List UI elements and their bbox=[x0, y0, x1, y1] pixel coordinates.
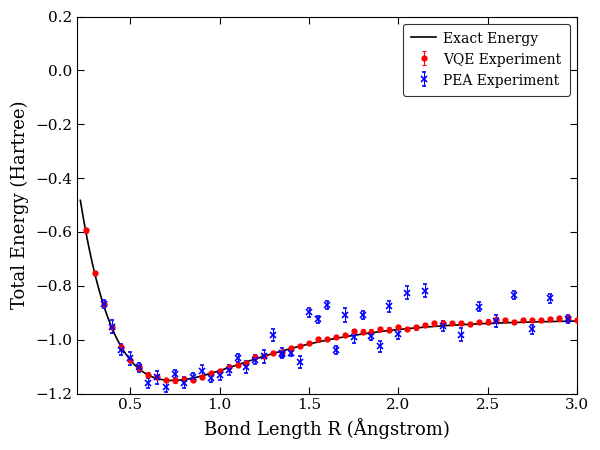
Exact Energy bbox=[127, 358, 134, 364]
Exact Energy bbox=[473, 321, 481, 327]
Line: Exact Energy: Exact Energy bbox=[80, 200, 577, 381]
X-axis label: Bond Length R (Ångstrom): Bond Length R (Ångstrom) bbox=[204, 418, 450, 439]
Exact Energy bbox=[418, 325, 425, 330]
Exact Energy bbox=[296, 344, 303, 349]
Y-axis label: Total Energy (Hartree): Total Energy (Hartree) bbox=[11, 101, 29, 309]
Exact Energy bbox=[77, 198, 84, 203]
Exact Energy bbox=[573, 318, 580, 324]
Exact Energy bbox=[464, 322, 472, 327]
Exact Energy bbox=[278, 348, 285, 354]
Legend: Exact Energy, VQE Experiment, PEA Experiment: Exact Energy, VQE Experiment, PEA Experi… bbox=[403, 23, 570, 96]
Exact Energy bbox=[169, 378, 176, 383]
